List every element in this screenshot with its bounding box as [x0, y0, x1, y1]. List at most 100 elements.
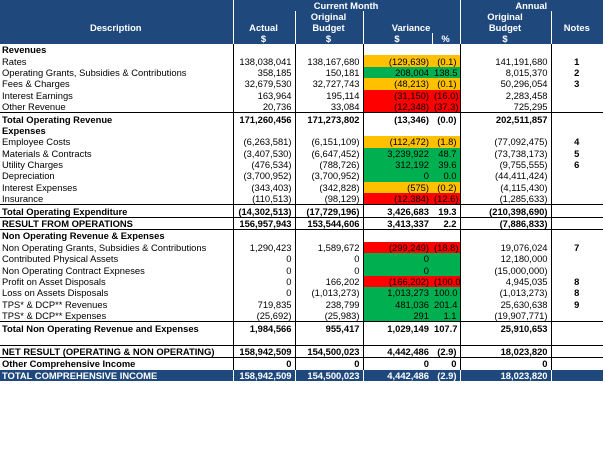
cell-variance: 4,442,486: [362, 369, 432, 381]
row-description: Rates: [2, 55, 27, 67]
header-unit-variance: $: [362, 33, 432, 44]
cell-variance-percent: 1.1: [432, 309, 461, 322]
row-description: Employee Costs: [2, 136, 71, 148]
cell-actual: 0: [232, 357, 295, 370]
header-blank: [550, 11, 604, 22]
row-description: Operating Grants, Subsidies & Contributi…: [2, 66, 187, 78]
row-description: Utility Charges: [2, 159, 63, 171]
table-row: TPS* & DCP** Revenues 719,835 238,799 481,0…: [0, 298, 604, 310]
table-row: TPS* & DCP** Expenses (25,692) (25,983) 291…: [0, 309, 604, 322]
cell-variance-percent: (2.9): [432, 344, 461, 358]
cell-actual: (3,407,530): [232, 147, 295, 159]
cell-original-budget: 32,727,743: [294, 78, 363, 90]
cell-variance-percent: [432, 264, 461, 276]
cell-variance-percent: [432, 125, 460, 136]
cell-original-budget: 150,181: [294, 66, 363, 79]
cell-note: 8: [550, 287, 604, 299]
cell-annual-budget: 18,023,820: [459, 344, 552, 358]
cell-actual: [232, 333, 295, 346]
cell-variance-percent: (1.8): [432, 136, 461, 148]
table-row: Contributed Physical Assets 0 0 0 12,180,000: [0, 253, 604, 265]
cell-actual: 719,835: [232, 298, 295, 310]
cell-original-budget: 166,202: [294, 275, 363, 288]
cell-variance-percent: (100.0): [432, 275, 461, 288]
row-description: Insurance: [2, 193, 44, 205]
cell-original-budget: 0: [294, 264, 363, 276]
row-description: Interest Expenses: [2, 181, 78, 193]
cell-note: 3: [550, 78, 604, 90]
cell-annual-budget: [459, 229, 552, 242]
row-description: Depreciation: [2, 170, 55, 182]
header-variance: Variance: [362, 22, 461, 33]
cell-variance-percent: (0.1): [432, 55, 461, 67]
cell-variance: (31,150): [362, 89, 432, 101]
cell-annual-budget: (73,738,173): [459, 147, 552, 159]
cell-note: [550, 333, 604, 346]
cell-variance-percent: (18.8): [432, 241, 461, 254]
table-row: Total Operating Expenditure (14,302,513)(…: [0, 204, 604, 218]
cell-original-budget: [294, 229, 363, 242]
table-row: Operating Grants, Subsidies & Contributi…: [0, 66, 604, 79]
cell-original-budget: 238,799: [294, 298, 363, 310]
cell-variance: (13,346): [362, 112, 432, 125]
cell-original-budget: (1,013,273): [294, 287, 363, 299]
cell-actual: (476,534): [232, 158, 295, 171]
cell-annual-budget: 8,015,370: [459, 66, 552, 79]
cell-original-budget: (25,983): [294, 309, 363, 322]
income-statement-table: Current Month Annual Original Original D…: [0, 0, 604, 381]
cell-annual-budget: 0: [459, 357, 552, 370]
cell-actual: (14,302,513): [232, 204, 295, 218]
cell-actual: 138,038,041: [232, 55, 295, 67]
cell-original-budget: 0: [294, 357, 363, 370]
cell-note: 1: [550, 55, 604, 67]
header-blank: [362, 11, 461, 22]
cell-variance: 1,013,273: [362, 287, 432, 299]
cell-note: [550, 100, 604, 113]
cell-note: [550, 124, 604, 137]
cell-annual-budget: [459, 333, 552, 346]
table-row: Fees & Charges 32,679,530 32,727,743 (48,21…: [0, 78, 604, 90]
cell-annual-budget: (1,013,273): [459, 287, 552, 299]
cell-variance: 3,239,922: [362, 147, 432, 159]
cell-annual-budget: (15,000,000): [459, 264, 552, 276]
cell-annual-budget: 2,283,458: [459, 89, 552, 101]
cell-variance: 291: [362, 309, 432, 322]
table-row: Depreciation (3,700,952) (3,700,952) 0 0.0 (4…: [0, 170, 604, 182]
cell-variance-percent: (37.3): [432, 100, 461, 113]
cell-variance: (129,639): [362, 55, 432, 67]
cell-note: [550, 344, 604, 358]
cell-note: 9: [550, 298, 604, 310]
cell-note: [550, 89, 604, 101]
cell-note: 7: [550, 241, 604, 254]
cell-variance: (166,202): [362, 275, 432, 288]
row-description: TPS* & DCP** Revenues: [2, 298, 108, 310]
cell-note: 6: [550, 158, 604, 171]
header-blank: [0, 33, 233, 44]
cell-actual: 0: [232, 287, 295, 299]
header-blank: [550, 33, 604, 44]
cell-variance: [362, 333, 432, 346]
cell-annual-budget: (9,755,555): [459, 158, 552, 171]
row-description: Expenses: [2, 124, 46, 136]
header-budget-2: Budget: [459, 22, 552, 33]
cell-original-budget: (3,700,952): [294, 170, 363, 182]
table-row: Other Revenue 20,736 33,084 (12,348) (37.3) 7…: [0, 100, 604, 113]
cell-note: [550, 44, 604, 56]
row-description: Contributed Physical Assets: [2, 253, 119, 265]
cell-note: [550, 357, 604, 370]
cell-note: [550, 264, 604, 276]
header-annual: Annual: [459, 0, 604, 11]
cell-note: [550, 204, 604, 218]
header-unit-budget: $: [294, 33, 363, 44]
cell-note: 5: [550, 147, 604, 159]
cell-original-budget: 33,084: [294, 100, 363, 113]
header-current-month: Current Month: [232, 0, 461, 11]
row-description: RESULT FROM OPERATIONS: [0, 216, 233, 231]
cell-note: [550, 112, 604, 125]
cell-annual-budget: 25,910,653: [459, 321, 552, 334]
cell-variance-percent: 0.0: [432, 170, 461, 182]
cell-original-budget: [294, 44, 363, 56]
table-row: Total Operating Revenue 171,260,456 171,27…: [0, 112, 604, 125]
row-description: Other Comprehensive Income: [0, 357, 233, 370]
table-row: Rates 138,038,041 138,167,680 (129,639) (0.1…: [0, 55, 604, 67]
